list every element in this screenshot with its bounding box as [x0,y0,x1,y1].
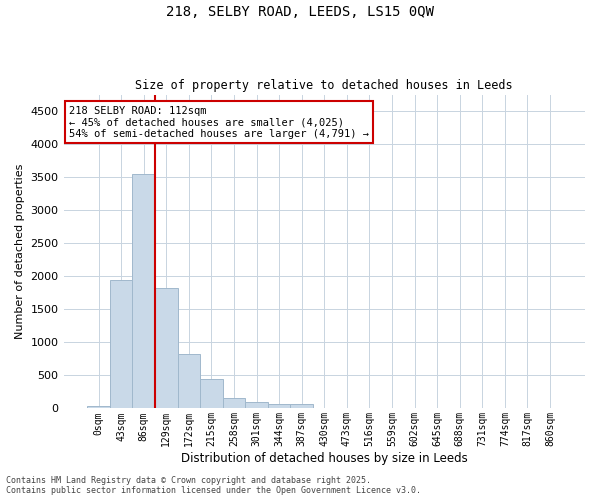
Text: 218 SELBY ROAD: 112sqm
← 45% of detached houses are smaller (4,025)
54% of semi-: 218 SELBY ROAD: 112sqm ← 45% of detached… [69,106,369,138]
Bar [155,288,178,408]
X-axis label: Distribution of detached houses by size in Leeds: Distribution of detached houses by size … [181,452,467,465]
Bar [178,354,200,408]
Bar [290,404,313,408]
Bar [87,406,110,408]
Bar [268,404,290,408]
Bar [110,280,133,408]
Text: Contains HM Land Registry data © Crown copyright and database right 2025.
Contai: Contains HM Land Registry data © Crown c… [6,476,421,495]
Bar [200,378,223,408]
Title: Size of property relative to detached houses in Leeds: Size of property relative to detached ho… [136,79,513,92]
Y-axis label: Number of detached properties: Number of detached properties [15,164,25,339]
Bar [133,174,155,408]
Bar [245,402,268,408]
Bar [223,398,245,408]
Text: 218, SELBY ROAD, LEEDS, LS15 0QW: 218, SELBY ROAD, LEEDS, LS15 0QW [166,5,434,19]
